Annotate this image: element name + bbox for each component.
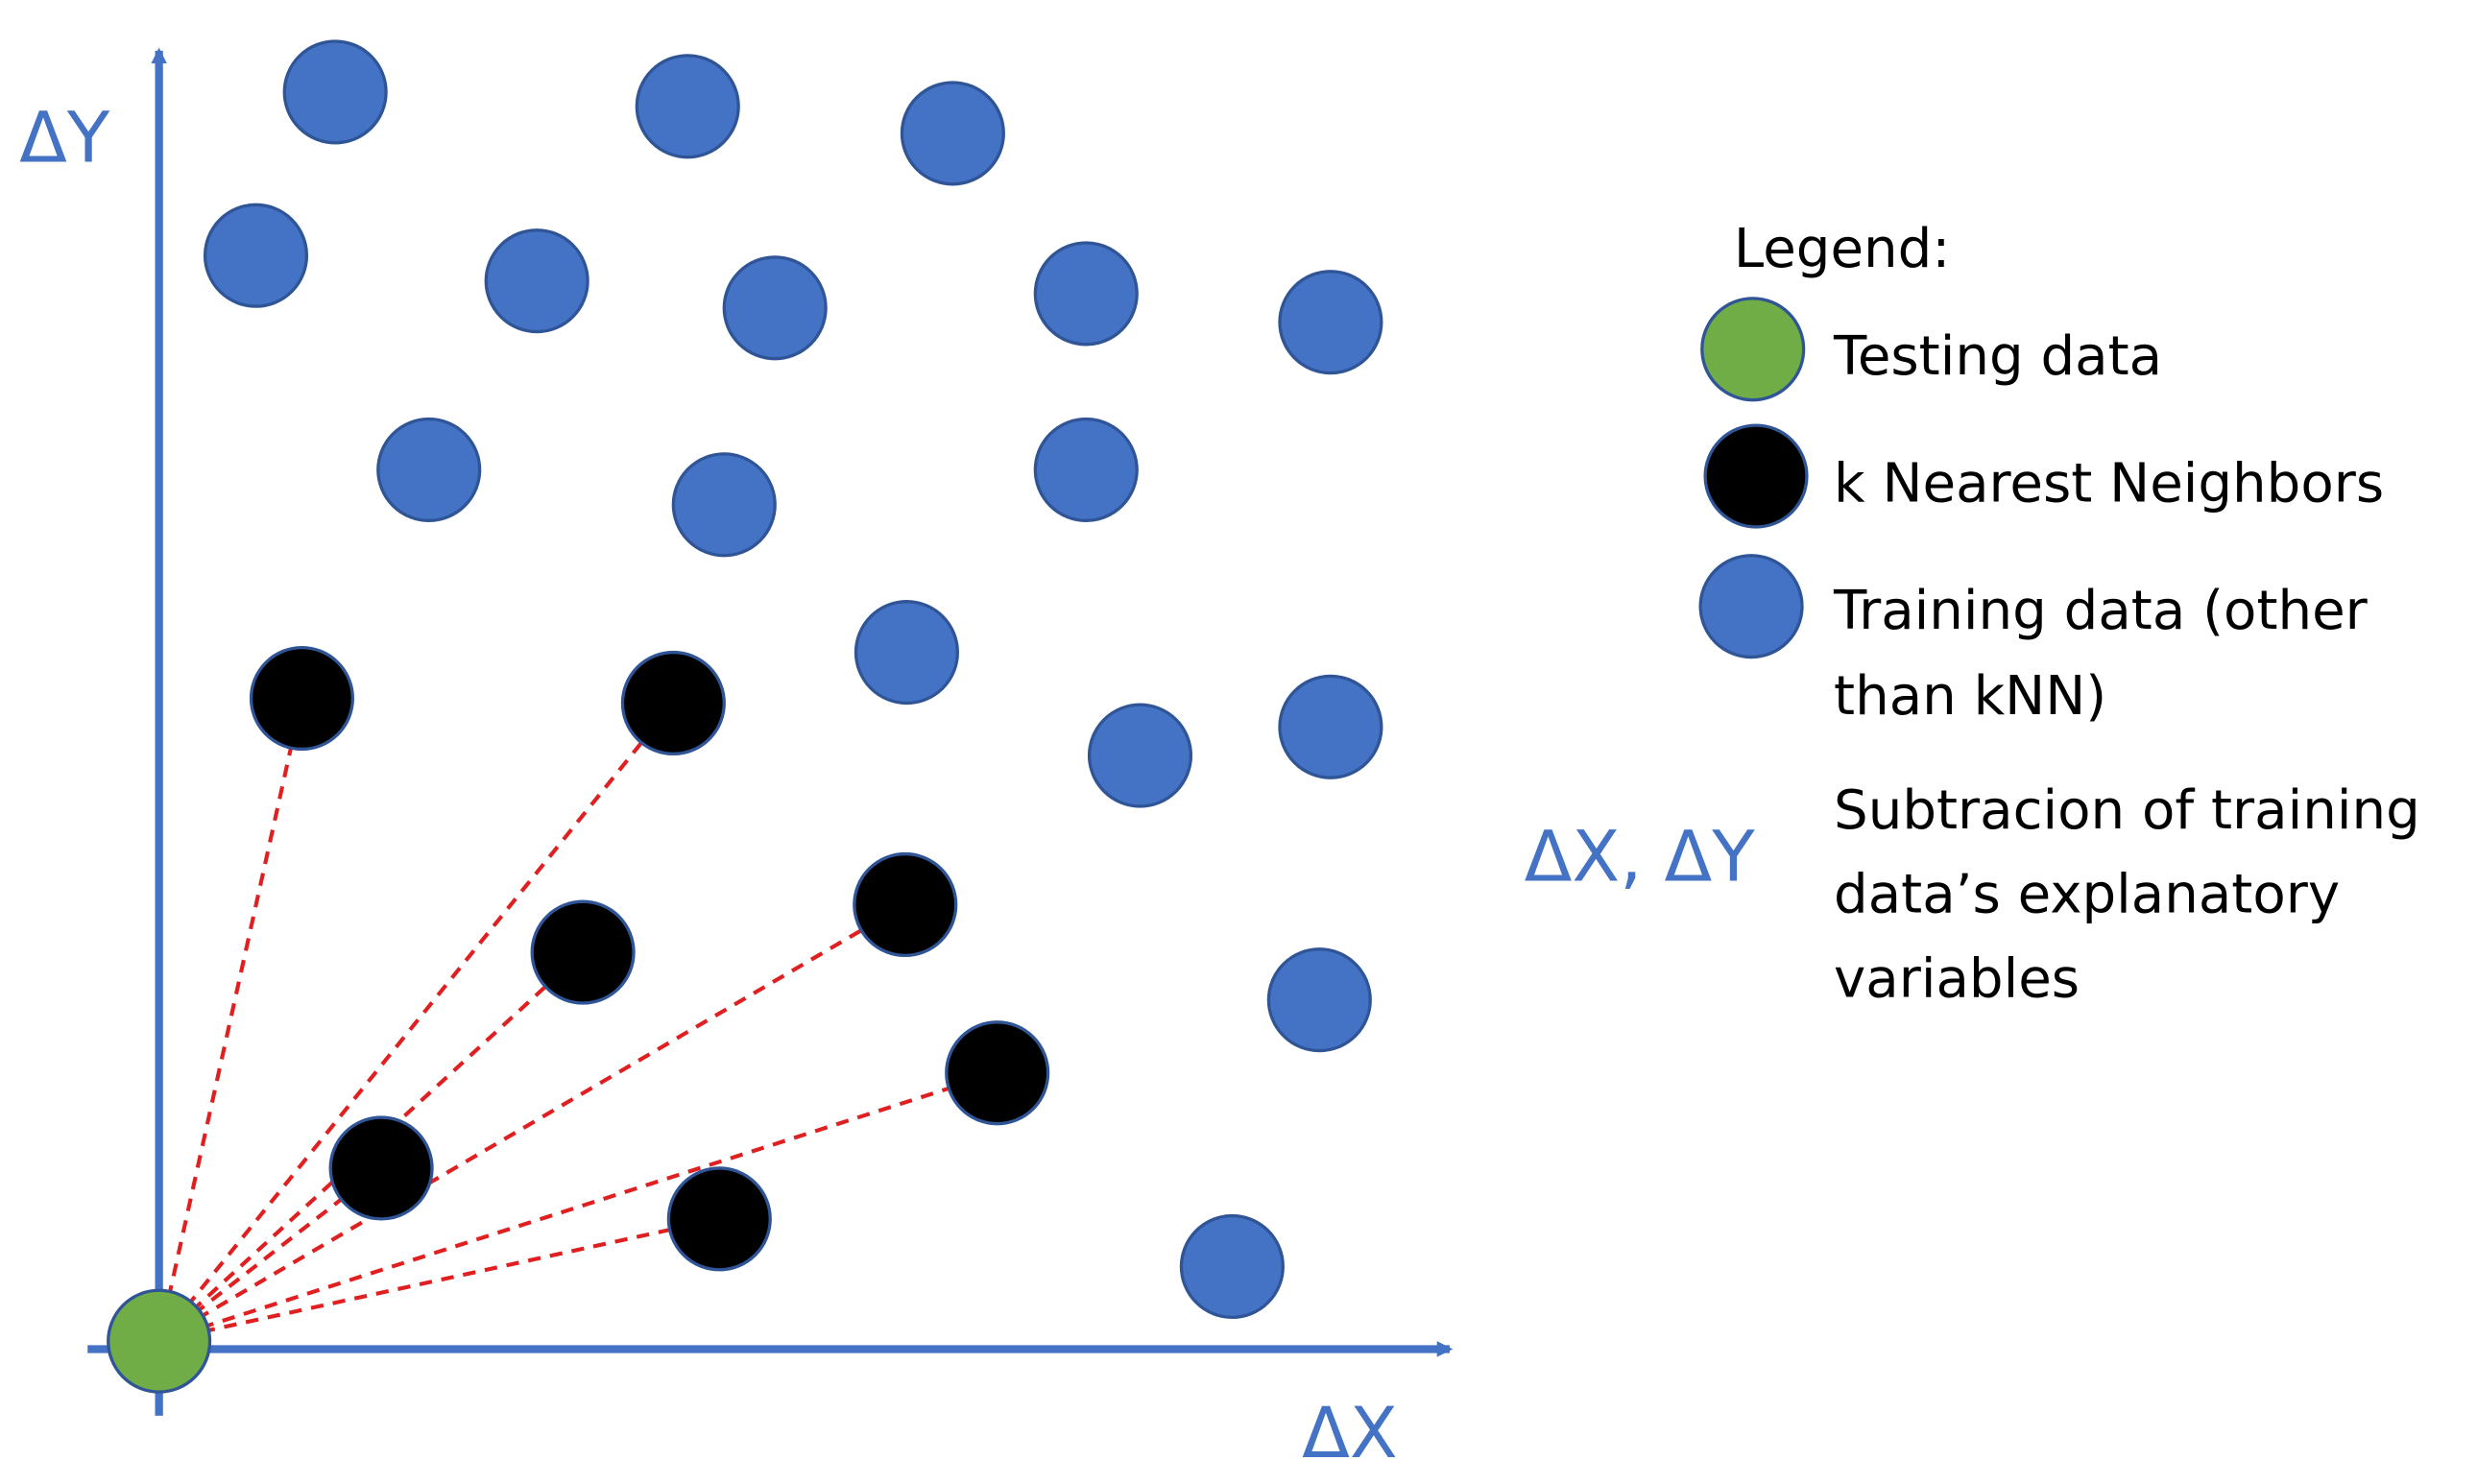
training-point [722, 255, 828, 361]
distance-line [158, 1070, 998, 1344]
key-label: data’s explanatory [1834, 864, 2340, 926]
training-point [203, 203, 309, 308]
training-point [1179, 1213, 1285, 1320]
training-point [1278, 270, 1383, 375]
training-point [1033, 417, 1139, 522]
testing-point [107, 1288, 212, 1394]
neighbor-point [853, 851, 958, 958]
key-label: Subtracion of training [1834, 779, 2420, 842]
distance-line [156, 698, 304, 1342]
legend-label: Training data (other [1833, 580, 2369, 642]
training-point [854, 600, 959, 706]
distance-line [157, 902, 906, 1343]
neighbor-point [945, 1020, 1050, 1126]
training-point [900, 81, 1005, 186]
legend-label: k Nearest Neighbors [1834, 452, 2384, 515]
points [107, 39, 1383, 1394]
legend-symbol [1700, 297, 1806, 402]
x-axis-label: ΔX [1302, 1393, 1398, 1474]
training-point [484, 228, 589, 334]
neighbor-point [620, 650, 726, 756]
training-point [671, 452, 777, 558]
training-point [1278, 674, 1383, 779]
legend-label: Testing data [1833, 325, 2162, 388]
legend-title: Legend: [1734, 218, 1950, 280]
neighbor-point [328, 1115, 434, 1221]
training-point [282, 39, 388, 145]
key-label: variables [1834, 947, 2080, 1010]
legend-label: than kNN) [1834, 665, 2106, 728]
distance-line [158, 1216, 720, 1344]
legend-symbol [1698, 554, 1804, 659]
training-point [376, 417, 482, 522]
key-symbol: ΔX, ΔY [1525, 817, 1756, 898]
neighbor-point [249, 645, 355, 752]
legend-symbol [1703, 423, 1809, 529]
neighbor-point [666, 1166, 772, 1272]
distance-line [157, 950, 585, 1343]
y-axis-label: ΔY [19, 98, 110, 180]
training-point [1087, 703, 1193, 808]
training-point [1266, 947, 1372, 1053]
distance-lines [156, 698, 998, 1344]
distance-line [157, 702, 675, 1343]
training-point [635, 54, 740, 159]
neighbor-point [530, 899, 636, 1005]
training-point [1033, 241, 1139, 347]
